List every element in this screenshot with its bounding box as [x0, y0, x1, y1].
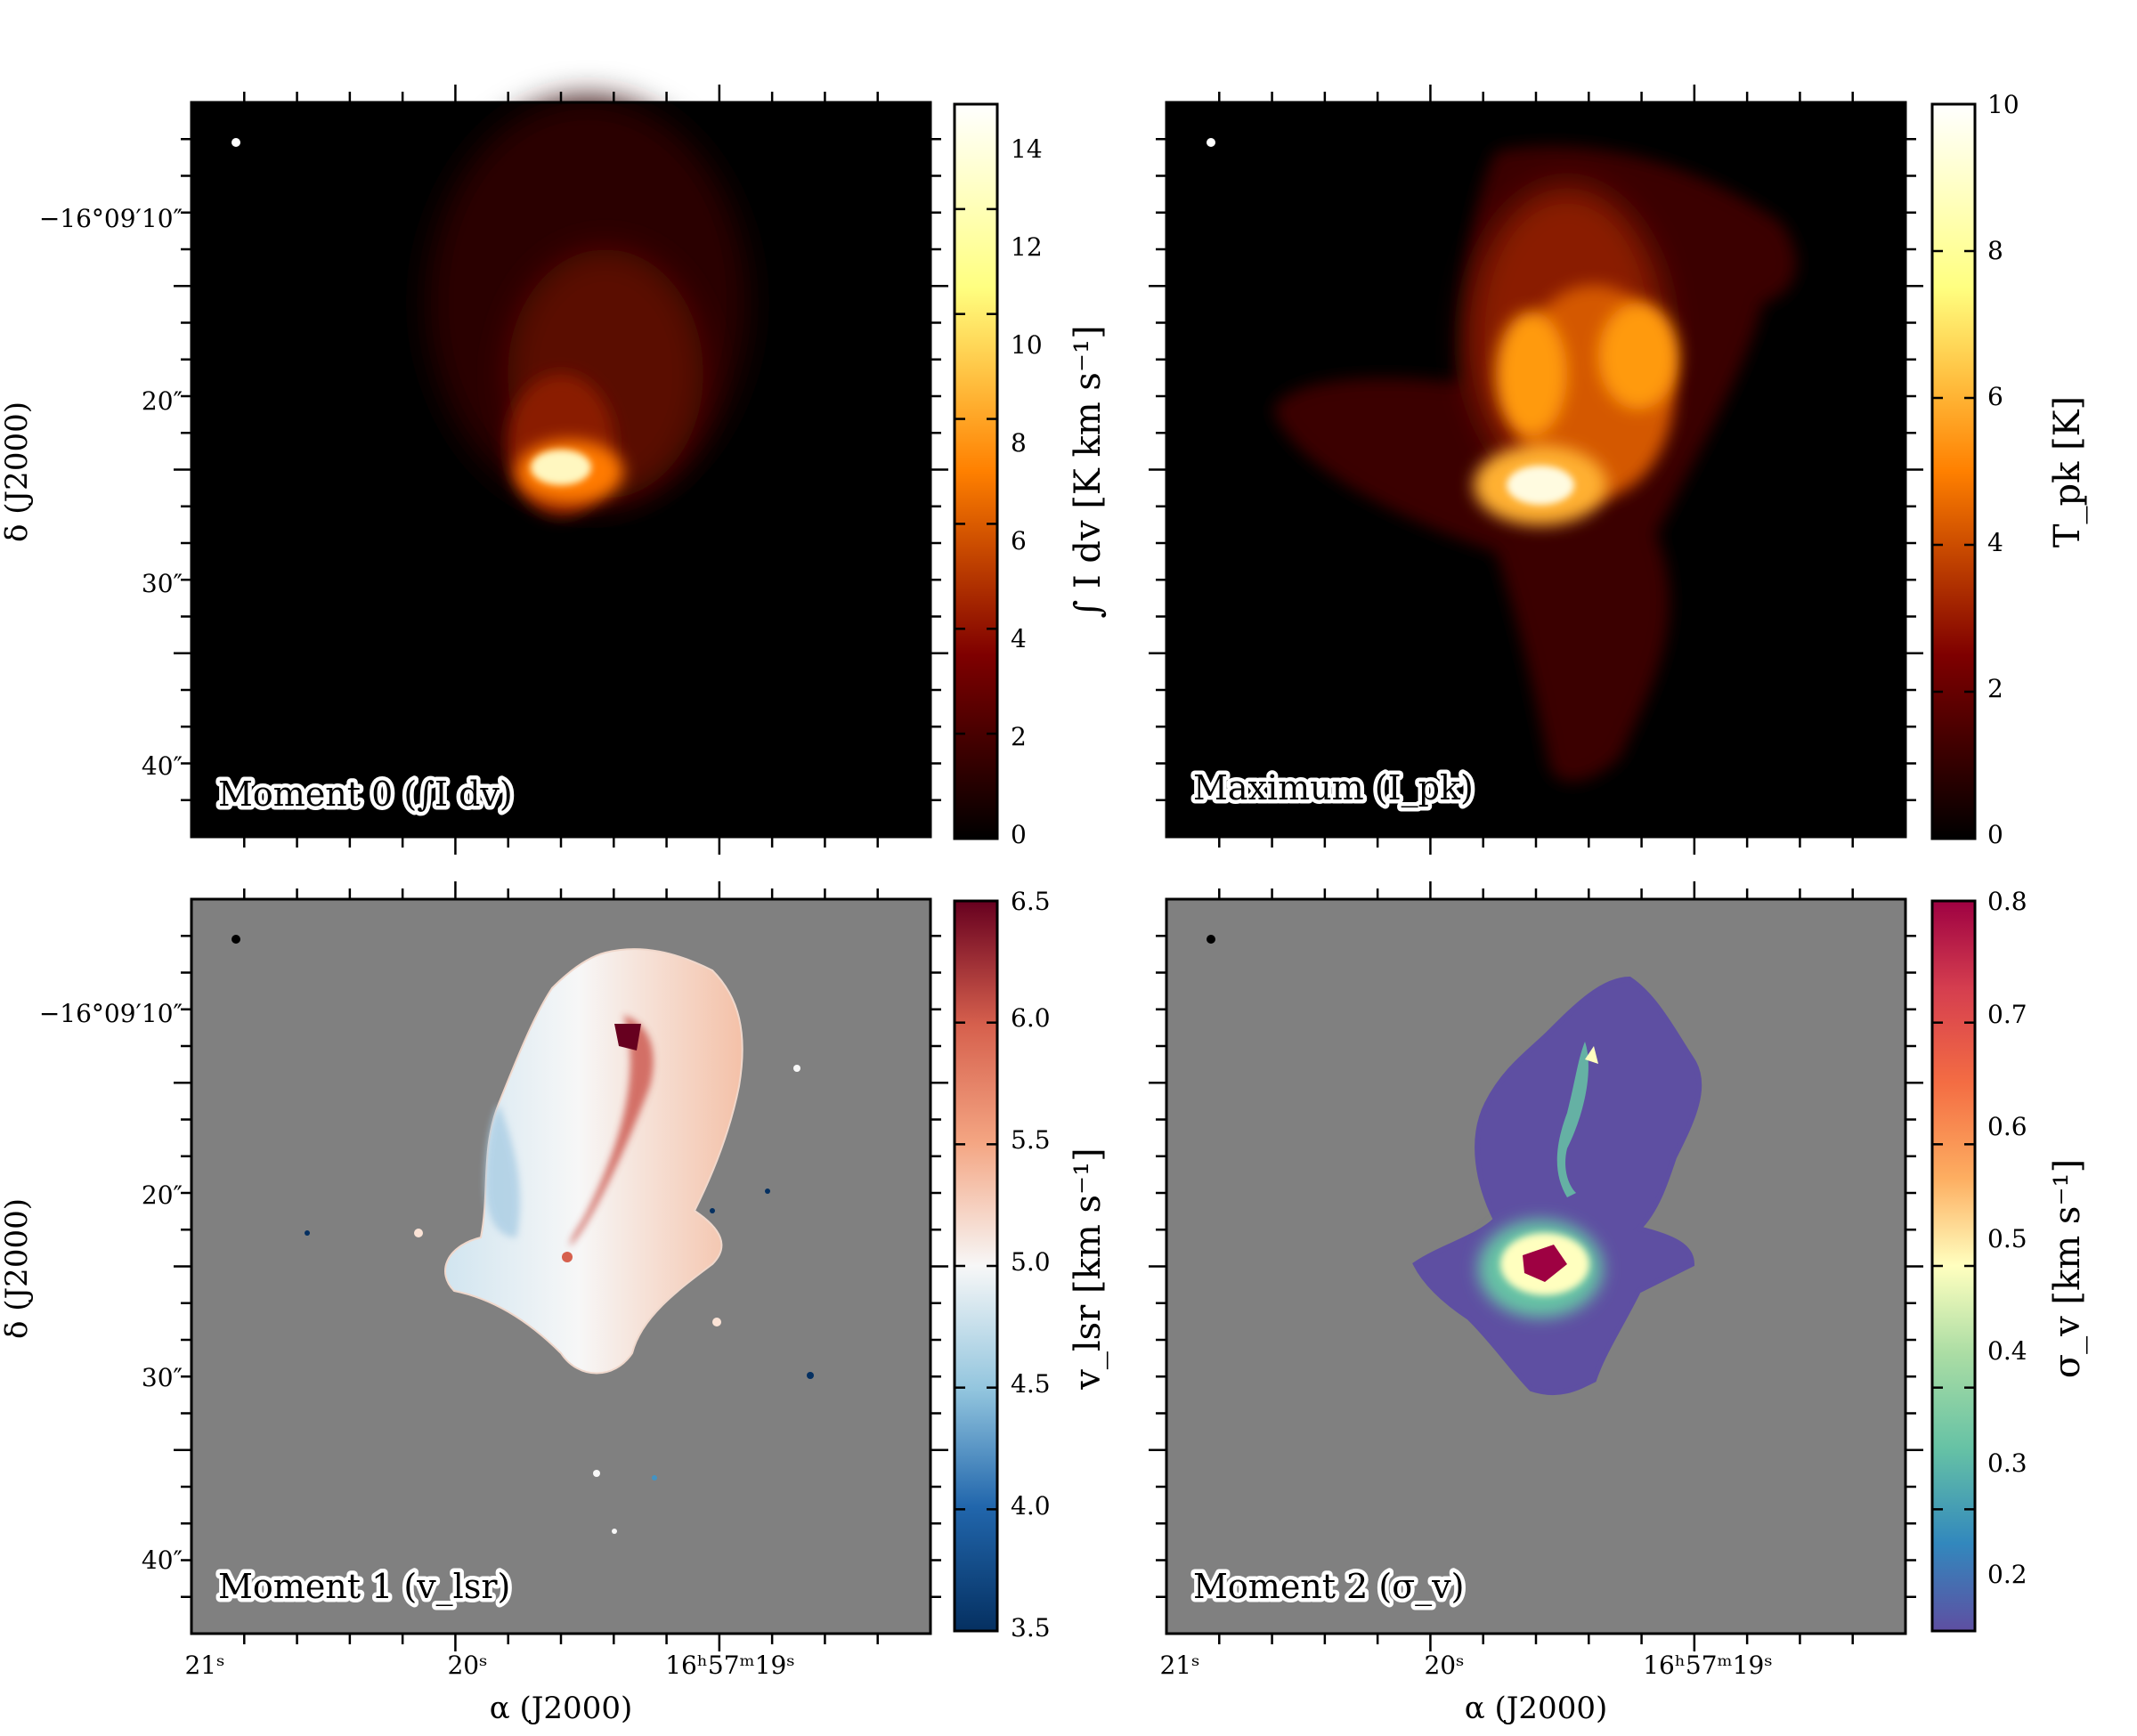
ra-tick-label: 20ˢ — [1424, 1651, 1464, 1680]
maximum-colorbar-ticks: 0 2 4 6 8 10 — [1987, 90, 2019, 849]
moment0-colorbar — [953, 102, 999, 840]
dec-tick-label: 40″ — [142, 1545, 183, 1575]
ra-tick-label: 21ˢ — [184, 1651, 224, 1680]
moment0-panel-label: Moment 0 (∫I dv) — [218, 775, 513, 814]
ra-tick-label: 16ʰ57ᵐ19ˢ — [1643, 1651, 1773, 1680]
moment0-colorbar-label: ∫ I dv [K km s⁻¹] — [1068, 325, 1109, 618]
moment0-panel: Moment 0 (∫I dv) — [190, 98, 932, 839]
xlabel-right: α (J2000) — [1465, 1691, 1607, 1726]
colorbar-tick-label: 6.0 — [1011, 1003, 1051, 1033]
dec-axis-bottom: −16°09′10″ 20″ 30″ 40″ — [39, 999, 183, 1575]
colorbar-tick-label: 0.6 — [1987, 1112, 2027, 1141]
colorbar-tick-label: 6 — [1011, 526, 1027, 556]
colorbar-tick-label: 0.2 — [1987, 1560, 2027, 1589]
moment2-colorbar-label: σ_v [km s⁻¹] — [2047, 1159, 2088, 1378]
ylabel-bottom: δ (J2000) — [0, 1198, 35, 1339]
dec-tick-label: −16°09′10″ — [39, 204, 183, 233]
ra-tick-label: 21ˢ — [1159, 1651, 1199, 1680]
xlabel-left: α (J2000) — [490, 1691, 632, 1726]
colorbar-tick-label: 6.5 — [1011, 887, 1051, 916]
colorbar-tick-label: 8 — [1987, 236, 2003, 265]
maximum-panel: Maximum (I_pk) — [1165, 101, 1907, 839]
colorbar-tick-label: 0.8 — [1987, 887, 2027, 916]
colorbar-tick-label: 4.5 — [1011, 1369, 1051, 1399]
moment0-beam — [232, 138, 240, 147]
colorbar-tick-label: 0 — [1011, 820, 1027, 849]
colorbar-tick-label: 4 — [1011, 624, 1027, 653]
maximum-emission — [1273, 145, 1797, 783]
colorbar-tick-label: 0 — [1987, 820, 2003, 849]
colorbar-tick-label: 3.5 — [1011, 1613, 1051, 1643]
colorbar-tick-label: 0.4 — [1987, 1336, 2027, 1366]
dec-tick-label: −16°09′10″ — [39, 999, 183, 1028]
colorbar-tick-label: 2 — [1011, 722, 1027, 751]
colorbar-tick-label: 4.0 — [1011, 1491, 1051, 1521]
colorbar-tick-label: 0.3 — [1987, 1448, 2027, 1478]
moment2-panel-label: Moment 2 (σ_v) — [1193, 1567, 1464, 1607]
dec-tick-label: 20″ — [142, 1180, 183, 1210]
colorbar-tick-label: 6 — [1987, 382, 2003, 411]
colorbar-tick-label: 0.7 — [1987, 1000, 2027, 1029]
moment0-colorbar-ticks: 0 2 4 6 8 10 12 14 — [1011, 134, 1043, 849]
moment1-beam — [232, 935, 240, 944]
colorbar-tick-label: 10 — [1011, 330, 1043, 360]
ra-axis-left: 21ˢ 20ˢ 16ʰ57ᵐ19ˢ — [184, 1651, 794, 1680]
moment1-panel-label: Moment 1 (v_lsr) — [218, 1567, 510, 1607]
dec-axis-top: −16°09′10″ 20″ 30″ 40″ — [39, 204, 183, 781]
dec-tick-label: 30″ — [142, 1363, 183, 1392]
colorbar-tick-label: 5.0 — [1011, 1247, 1051, 1277]
maximum-beam — [1207, 138, 1215, 147]
ylabel-top: δ (J2000) — [0, 402, 35, 542]
colorbar-tick-label: 14 — [1011, 134, 1043, 164]
moment1-panel: Moment 1 (v_lsr) — [190, 897, 932, 1635]
dec-tick-label: 20″ — [142, 386, 183, 416]
colorbar-tick-label: 2 — [1987, 674, 2003, 703]
ra-tick-label: 20ˢ — [447, 1651, 487, 1680]
dec-tick-label: 30″ — [142, 569, 183, 598]
dec-tick-label: 40″ — [142, 751, 183, 781]
colorbar-tick-label: 4 — [1987, 528, 2003, 557]
moment1-velocity-map — [305, 948, 814, 1534]
moment1-colorbar-label: v_lsr [km s⁻¹] — [1068, 1148, 1109, 1391]
colorbar-tick-label: 5.5 — [1011, 1125, 1051, 1155]
colorbar-tick-label: 10 — [1987, 90, 2019, 119]
ra-tick-label: 16ʰ57ᵐ19ˢ — [665, 1651, 795, 1680]
maximum-panel-label: Maximum (I_pk) — [1193, 768, 1474, 808]
colorbar-tick-label: 12 — [1011, 232, 1043, 262]
tick-marks — [174, 85, 1975, 1651]
maximum-colorbar — [1930, 102, 1977, 840]
moment2-beam — [1207, 935, 1215, 944]
moment0-emission — [427, 98, 748, 516]
ra-axis-right: 21ˢ 20ˢ 16ʰ57ᵐ19ˢ — [1159, 1651, 1772, 1680]
moment2-panel: Moment 2 (σ_v) — [1165, 897, 1907, 1635]
colorbar-tick-label: 0.5 — [1987, 1224, 2027, 1253]
moment2-colorbar-ticks: 0.2 0.3 0.4 0.5 0.6 0.7 0.8 — [1987, 887, 2027, 1589]
moment2-dispersion-map — [1412, 976, 1702, 1396]
maximum-colorbar-label: T_pk [K] — [2047, 396, 2088, 548]
moment1-colorbar-ticks: 3.5 4.0 4.5 5.0 5.5 6.0 6.5 — [1011, 887, 1051, 1643]
colorbar-tick-label: 8 — [1011, 428, 1027, 458]
